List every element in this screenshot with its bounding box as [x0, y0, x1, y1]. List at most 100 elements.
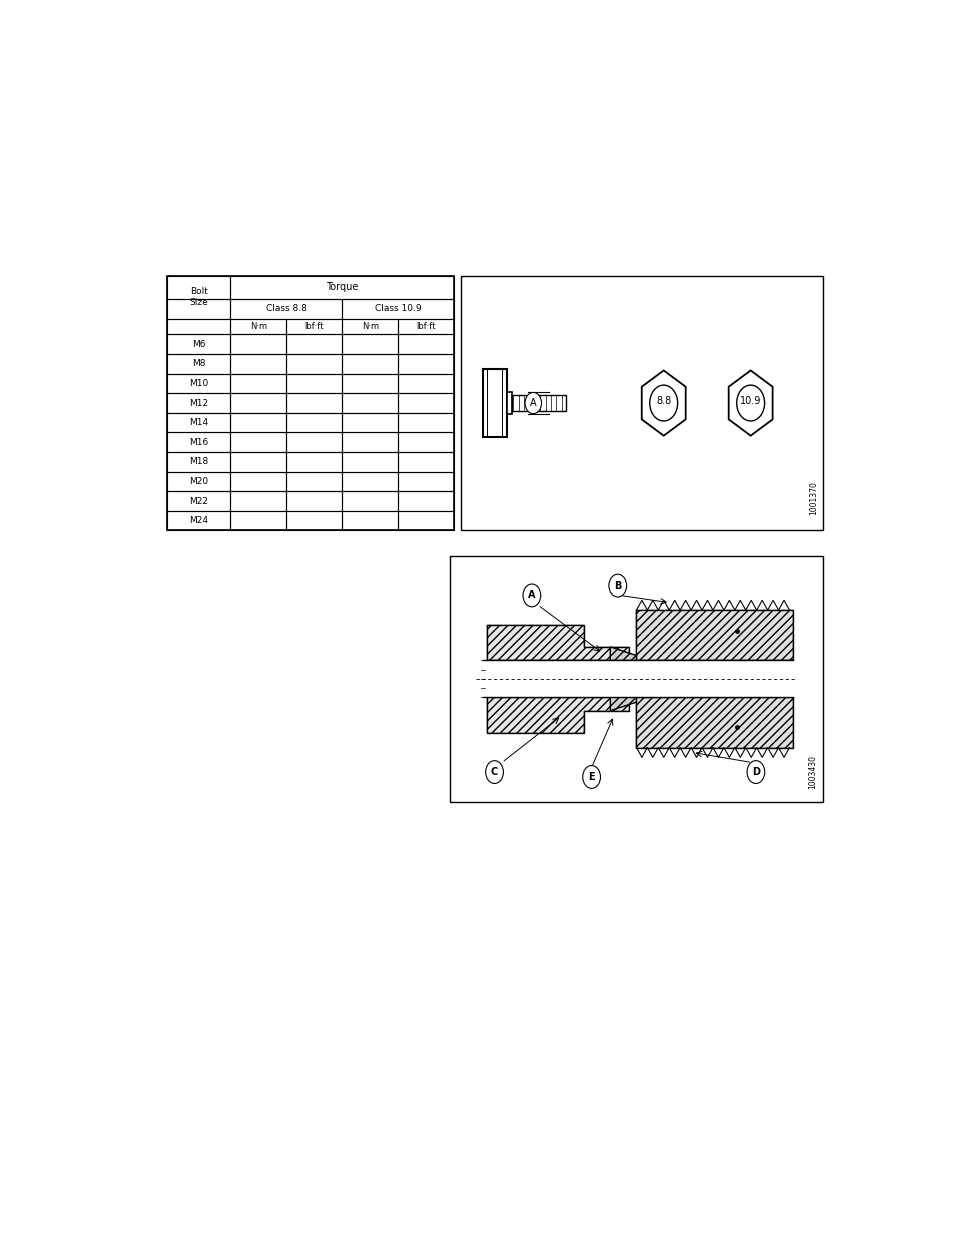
Text: A: A [530, 398, 536, 408]
Bar [167, 472, 231, 492]
Circle shape [524, 393, 541, 414]
Polygon shape [728, 370, 772, 436]
Text: M10: M10 [189, 379, 209, 388]
Polygon shape [641, 370, 685, 436]
Circle shape [485, 761, 503, 783]
Bar [167, 374, 231, 393]
Text: 1003430: 1003430 [807, 756, 817, 789]
Text: lbf·ft: lbf·ft [416, 322, 436, 331]
Circle shape [608, 574, 626, 597]
Bar [397, 432, 454, 452]
Bar [342, 299, 454, 319]
Polygon shape [487, 625, 628, 661]
Text: M20: M20 [189, 477, 208, 485]
Circle shape [522, 584, 540, 606]
Text: 1001370: 1001370 [809, 482, 818, 515]
Bar [286, 374, 342, 393]
Bar [286, 511, 342, 531]
Circle shape [736, 385, 763, 421]
Bar [342, 393, 397, 412]
Text: C: C [491, 767, 497, 777]
Text: B: B [614, 580, 620, 590]
Bar [231, 319, 286, 335]
Bar [167, 511, 231, 531]
Bar [286, 492, 342, 511]
Text: M8: M8 [192, 359, 206, 368]
Polygon shape [636, 698, 792, 747]
Text: 8.8: 8.8 [656, 396, 671, 406]
Bar [397, 452, 454, 472]
Text: M12: M12 [189, 399, 208, 408]
Bar [167, 412, 231, 432]
Bar [397, 354, 454, 374]
Bar [342, 374, 397, 393]
Bar [167, 275, 231, 299]
Bar [397, 492, 454, 511]
Bar [231, 452, 286, 472]
Text: M18: M18 [189, 457, 209, 467]
Text: M24: M24 [189, 516, 208, 525]
Bar [482, 369, 506, 437]
Bar [397, 412, 454, 432]
Bar [286, 319, 342, 335]
Bar [286, 472, 342, 492]
Bar [342, 472, 397, 492]
Bar [397, 472, 454, 492]
Polygon shape [610, 698, 636, 710]
Bar [342, 452, 397, 472]
Text: M14: M14 [189, 419, 208, 427]
Bar [231, 412, 286, 432]
Text: M22: M22 [189, 496, 208, 505]
Bar [167, 335, 231, 354]
Bar [286, 393, 342, 412]
Circle shape [746, 761, 764, 783]
Bar [449, 556, 822, 802]
Bar [286, 412, 342, 432]
Text: Torque: Torque [326, 283, 358, 293]
Bar [231, 299, 342, 319]
Bar [167, 275, 454, 531]
Bar [231, 335, 286, 354]
Bar [397, 393, 454, 412]
Text: M6: M6 [192, 340, 206, 348]
Bar [231, 275, 454, 299]
Bar [342, 319, 397, 335]
Bar [397, 335, 454, 354]
Bar [167, 393, 231, 412]
Bar [231, 472, 286, 492]
Bar [231, 354, 286, 374]
Bar [342, 511, 397, 531]
Polygon shape [636, 610, 792, 661]
Bar [167, 452, 231, 472]
Bar [511, 395, 565, 411]
Polygon shape [610, 647, 636, 661]
Text: E: E [588, 772, 595, 782]
Bar [231, 432, 286, 452]
Bar [342, 335, 397, 354]
Circle shape [582, 766, 599, 788]
Bar [460, 275, 822, 531]
Bar [397, 319, 454, 335]
Text: M16: M16 [189, 437, 209, 447]
Bar [167, 354, 231, 374]
Bar [479, 661, 796, 698]
Bar [231, 492, 286, 511]
Text: 10.9: 10.9 [740, 396, 760, 406]
Bar [286, 354, 342, 374]
Text: lbf·ft: lbf·ft [304, 322, 324, 331]
Bar [342, 412, 397, 432]
Text: N·m: N·m [361, 322, 378, 331]
Bar [231, 393, 286, 412]
Bar [231, 511, 286, 531]
Text: D: D [751, 767, 760, 777]
Bar [397, 374, 454, 393]
Bar [342, 354, 397, 374]
Bar [167, 299, 231, 319]
Bar [167, 492, 231, 511]
Bar [286, 452, 342, 472]
Bar [167, 432, 231, 452]
Bar [342, 492, 397, 511]
Bar [286, 335, 342, 354]
Text: Class 8.8: Class 8.8 [266, 305, 307, 314]
Text: Class 10.9: Class 10.9 [375, 305, 421, 314]
